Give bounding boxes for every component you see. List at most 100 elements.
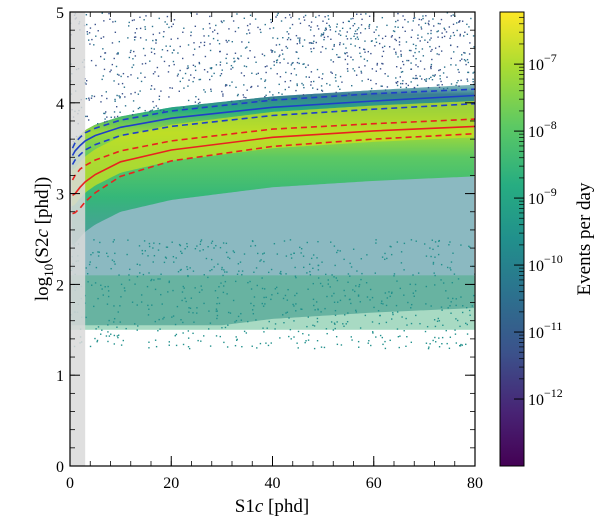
sparse-point [331,48,334,51]
sparse-point [117,334,120,336]
sparse-point [344,295,346,297]
sparse-point [170,25,173,28]
sparse-point [131,19,134,22]
sparse-point [139,27,142,30]
sparse-point [233,57,235,60]
sparse-point [157,330,159,332]
sparse-point [108,12,110,15]
sparse-point [381,37,384,40]
sparse-point [360,278,362,281]
sparse-point [449,37,451,40]
sparse-point [228,28,230,30]
sparse-point [152,100,154,103]
sparse-point [437,30,440,32]
sparse-point [337,301,339,303]
sparse-point [431,78,434,81]
sparse-point [447,297,449,299]
sparse-point [442,72,445,74]
sparse-point [221,90,223,93]
sparse-point [102,36,105,38]
sparse-point [333,43,335,46]
sparse-point [198,78,200,81]
sparse-point [302,84,305,86]
sparse-point [358,66,360,69]
sparse-point [430,67,432,70]
sparse-point [291,23,294,26]
sparse-point [384,340,386,343]
x-tick-label: 60 [366,475,382,492]
sparse-point [393,48,395,50]
sparse-point [354,290,356,293]
sparse-point [182,285,184,288]
sparse-point [275,59,278,62]
sparse-point [441,84,443,86]
sparse-point [213,247,215,249]
sparse-point [148,272,150,274]
sparse-point [113,80,115,82]
sparse-point [235,280,237,283]
sparse-point [182,77,184,79]
sparse-point [386,297,389,299]
sparse-point [192,332,194,335]
sparse-point [253,271,255,273]
sparse-point [167,291,169,293]
sparse-point [172,23,174,25]
sparse-point [357,295,360,297]
sparse-point [310,94,313,97]
sparse-point [288,86,290,88]
sparse-point [171,316,173,318]
sparse-point [449,267,451,269]
sparse-point [231,81,233,83]
sparse-point [296,84,298,87]
sparse-point [94,282,97,284]
sparse-point [419,75,421,77]
sparse-point [381,46,384,49]
sparse-point [386,86,389,88]
sparse-point [452,23,455,26]
sparse-point [249,280,251,283]
sparse-point [270,21,273,24]
sparse-point [427,32,429,35]
sparse-point [325,328,328,330]
sparse-point [154,339,157,341]
sparse-point [187,65,189,67]
sparse-point [361,18,363,21]
sparse-point [398,41,401,43]
sparse-point [425,78,428,80]
sparse-point [240,319,243,321]
sparse-point [381,55,383,58]
sparse-point [259,28,261,31]
sparse-point [284,88,287,91]
sparse-point [270,49,272,51]
sparse-point [153,279,155,281]
x-tick-label: 80 [467,475,483,492]
sparse-point [186,67,188,70]
sparse-point [136,329,138,331]
sparse-point [333,276,335,278]
sparse-point [167,71,170,73]
sparse-point [322,73,324,75]
sparse-point [100,101,102,103]
sparse-point [450,44,452,46]
y-tick-label: 3 [56,187,64,204]
sparse-point [439,78,441,80]
sparse-point [453,51,455,53]
sparse-point [452,252,454,254]
colorbar-tick-label: 10−11 [528,319,562,342]
sparse-point [355,285,357,287]
sparse-point [163,60,166,63]
sparse-point [264,303,266,305]
sparse-point [336,279,339,282]
sparse-point [394,26,396,28]
sparse-point [425,15,427,17]
sparse-point [222,93,224,95]
sparse-point [190,31,192,33]
sparse-point [390,253,393,256]
sparse-point [99,241,101,244]
sparse-point [200,41,202,44]
sparse-point [375,336,377,338]
sparse-point [331,72,333,74]
sparse-point [283,58,285,60]
sparse-point [173,19,176,21]
sparse-point [254,18,257,20]
